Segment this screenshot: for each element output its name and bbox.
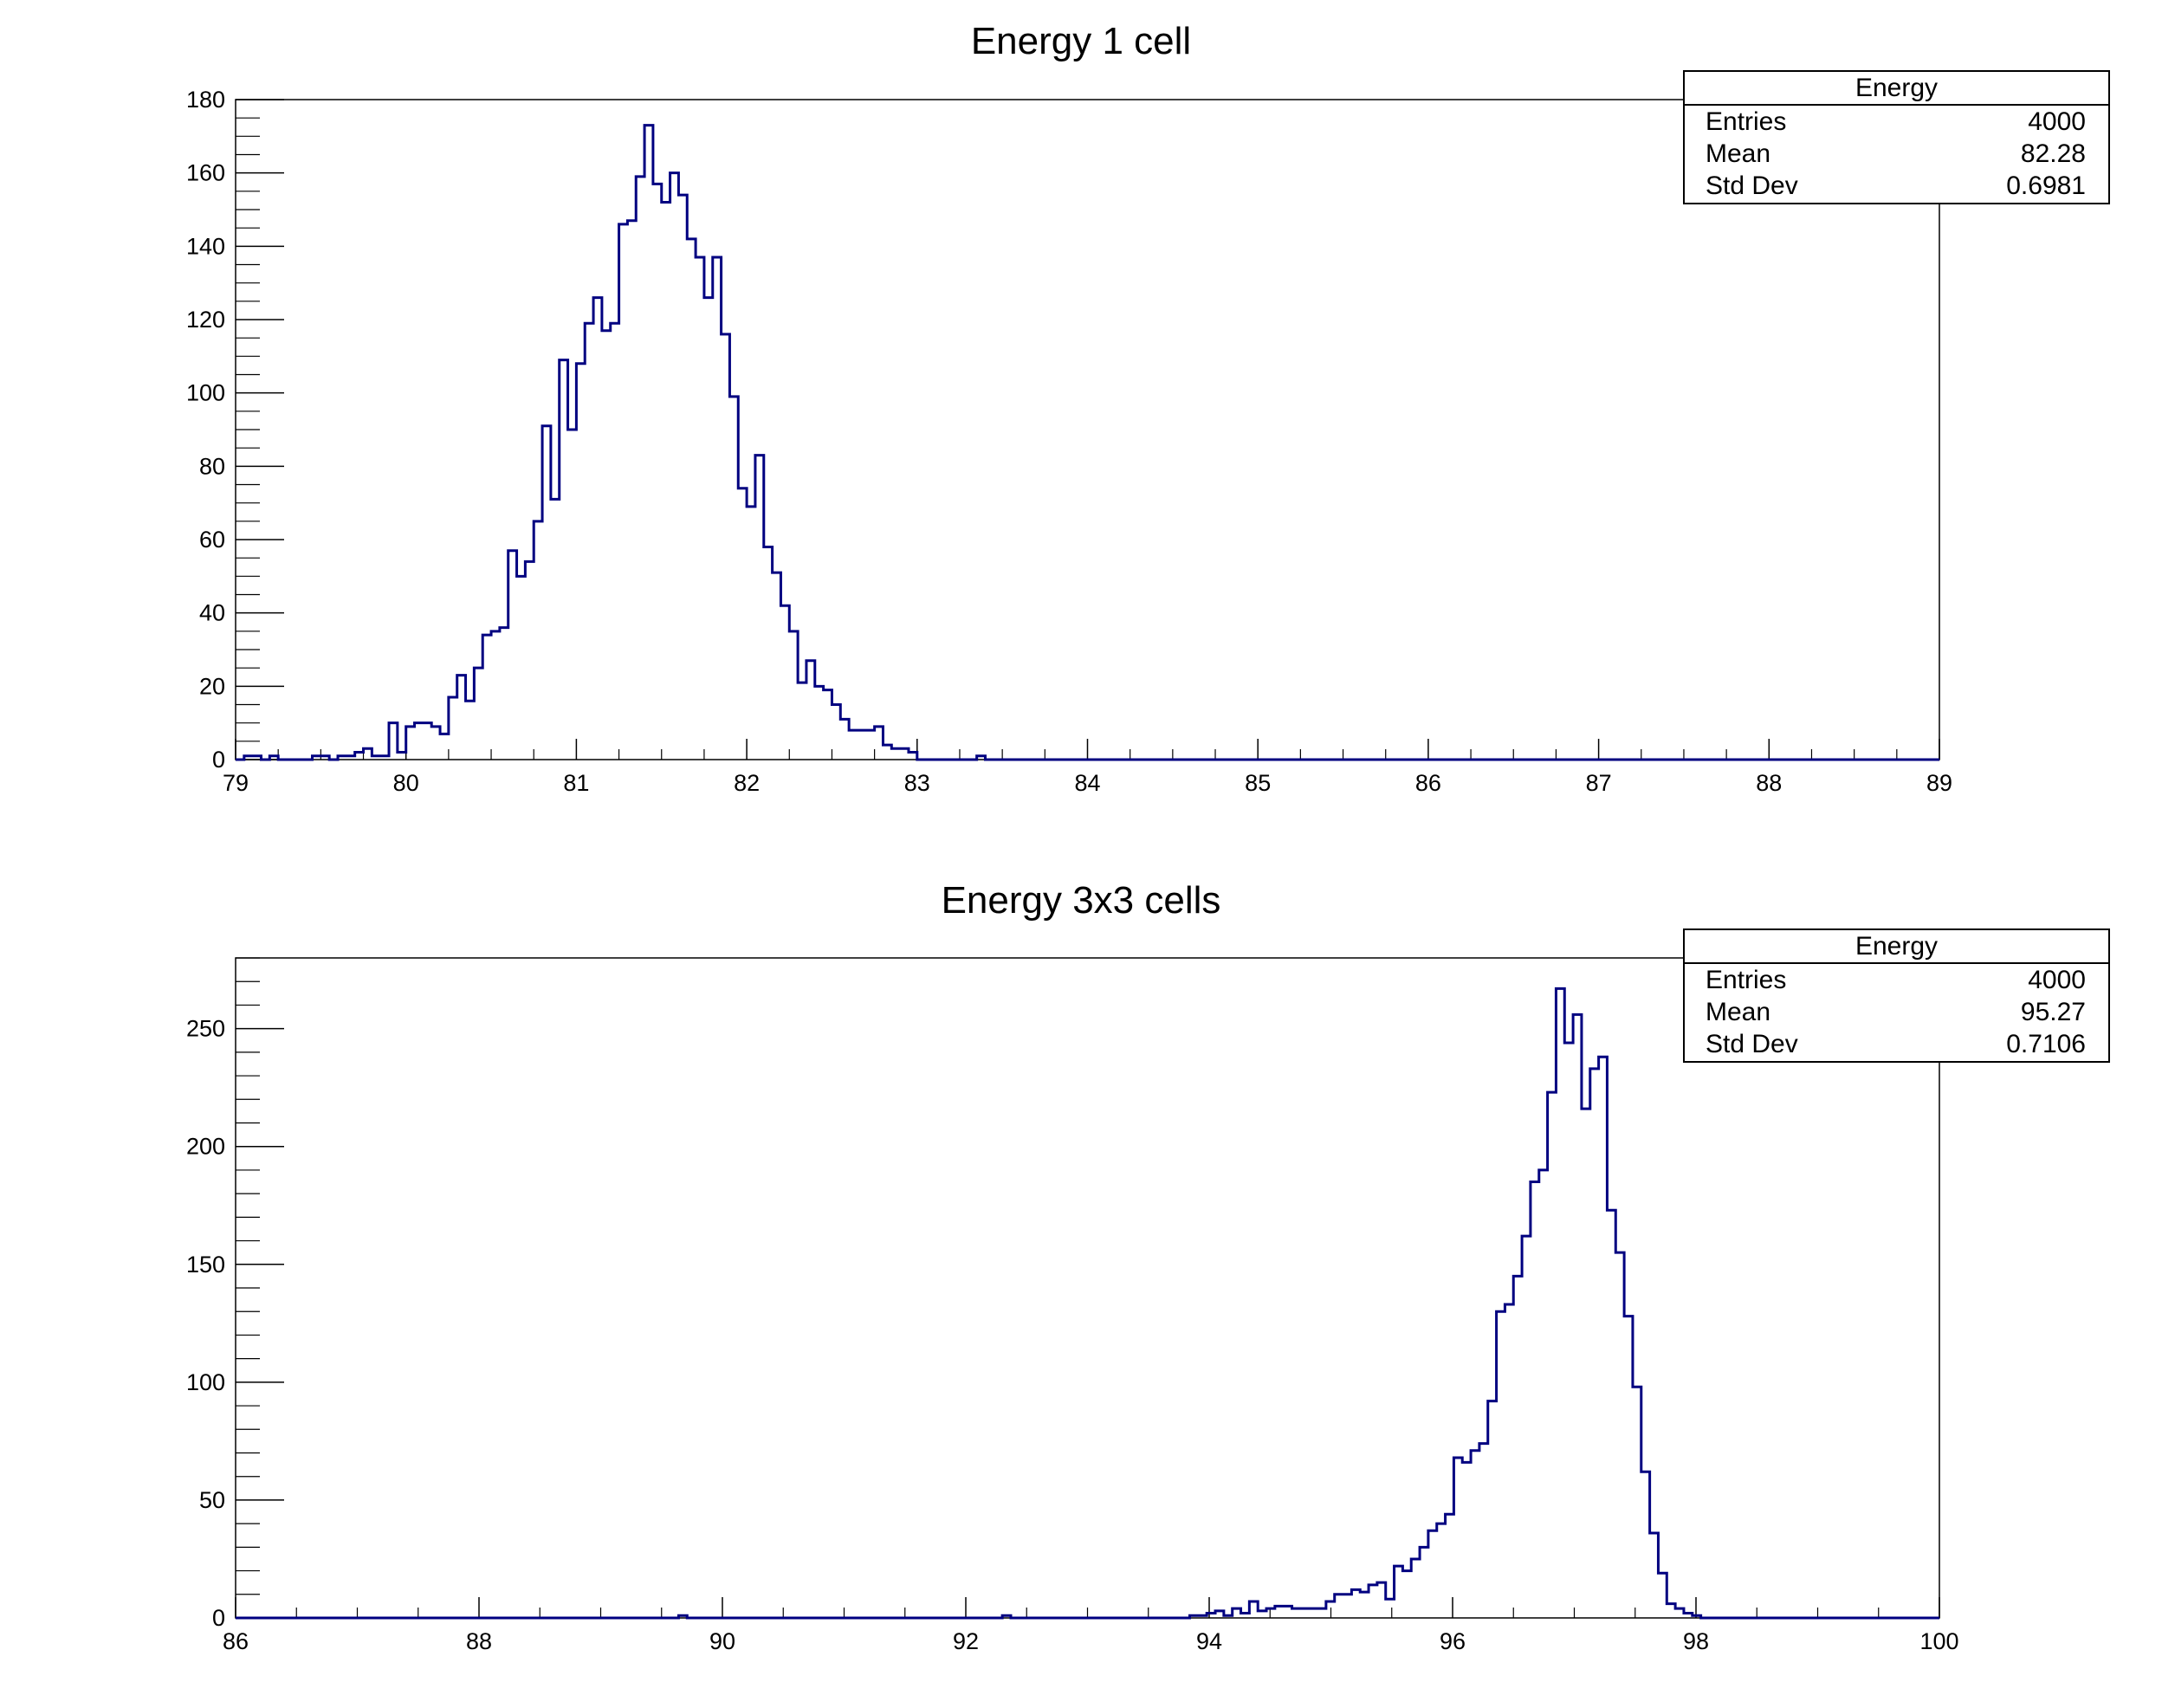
stats-box: Energy Entries 4000 Mean 95.27 Std Dev 0…	[1683, 928, 2110, 1063]
y-tick-label: 50	[199, 1487, 225, 1513]
y-tick-label: 140	[186, 233, 225, 259]
x-tick-label: 94	[1196, 1628, 1222, 1654]
histogram-panel-energy-1-cell: Energy 1 cell 79 80 81 82 83 84 85 86 87 88 89 0 20 4…	[186, 20, 1952, 796]
stats-box-title: Energy	[1685, 930, 2108, 964]
y-tick-label: 160	[186, 160, 225, 186]
histogram-series-energy	[236, 987, 1939, 1620]
x-tick-label: 98	[1683, 1628, 1709, 1654]
stats-label: Entries	[1706, 107, 1787, 136]
stats-label: Std Dev	[1706, 171, 1798, 200]
x-tick-label: 80	[393, 770, 419, 796]
x-tick-label: 83	[904, 770, 930, 796]
stats-label: Entries	[1706, 966, 1787, 994]
y-tick-label: 40	[199, 600, 225, 626]
histogram-series-energy	[236, 124, 1939, 761]
x-tick-label: 96	[1440, 1628, 1466, 1654]
stats-label: Mean	[1706, 998, 1771, 1026]
x-tick-label: 85	[1245, 770, 1271, 796]
stats-value: 0.7106	[2006, 1030, 2086, 1058]
stats-box: Energy Entries 4000 Mean 82.28 Std Dev 0…	[1683, 70, 2110, 204]
y-tick-label: 250	[186, 1016, 225, 1042]
y-tick-label: 200	[186, 1134, 225, 1160]
x-tick-label: 86	[223, 1628, 249, 1654]
x-tick-label: 88	[466, 1628, 492, 1654]
stats-row-std-dev: Std Dev 0.6981	[1685, 170, 2108, 202]
x-tick-label: 92	[953, 1628, 979, 1654]
y-tick-label: 120	[186, 307, 225, 333]
stats-value: 95.27	[2020, 998, 2086, 1026]
stats-row-mean: Mean 95.27	[1685, 996, 2108, 1028]
stats-row-mean: Mean 82.28	[1685, 138, 2108, 170]
y-tick-label: 20	[199, 673, 225, 699]
stats-value: 4000	[2028, 966, 2086, 994]
y-tick-label: 180	[186, 87, 225, 113]
y-tick-label: 150	[186, 1252, 225, 1278]
x-tick-label: 100	[1919, 1628, 1958, 1654]
x-tick-label: 89	[1926, 770, 1952, 796]
y-tick-label: 60	[199, 527, 225, 553]
x-tick-label: 79	[223, 770, 249, 796]
stats-row-std-dev: Std Dev 0.7106	[1685, 1028, 2108, 1060]
stats-label: Mean	[1706, 139, 1771, 168]
y-tick-label: 0	[212, 1605, 225, 1631]
stats-value: 4000	[2028, 107, 2086, 136]
stats-value: 0.6981	[2006, 171, 2086, 200]
histogram-title: Energy 1 cell	[971, 20, 1191, 62]
stats-value: 82.28	[2020, 139, 2086, 168]
histogram-title: Energy 3x3 cells	[942, 879, 1221, 922]
stats-row-entries: Entries 4000	[1685, 106, 2108, 138]
x-tick-label: 86	[1415, 770, 1441, 796]
y-tick-label: 0	[212, 747, 225, 773]
x-tick-label: 84	[1074, 770, 1100, 796]
stats-box-title: Energy	[1685, 72, 2108, 106]
y-tick-label: 80	[199, 453, 225, 479]
y-tick-label: 100	[186, 380, 225, 406]
histogram-panel-energy-3x3-cells: Energy 3x3 cells 86 88 90 92 94 96 98 100 0 50 100…	[186, 879, 1959, 1654]
x-tick-label: 81	[563, 770, 589, 796]
x-tick-label: 88	[1756, 770, 1782, 796]
stats-row-entries: Entries 4000	[1685, 964, 2108, 996]
x-tick-label: 90	[709, 1628, 735, 1654]
x-tick-label: 87	[1586, 770, 1612, 796]
x-tick-label: 82	[734, 770, 760, 796]
stats-label: Std Dev	[1706, 1030, 1798, 1058]
y-tick-label: 100	[186, 1369, 225, 1395]
